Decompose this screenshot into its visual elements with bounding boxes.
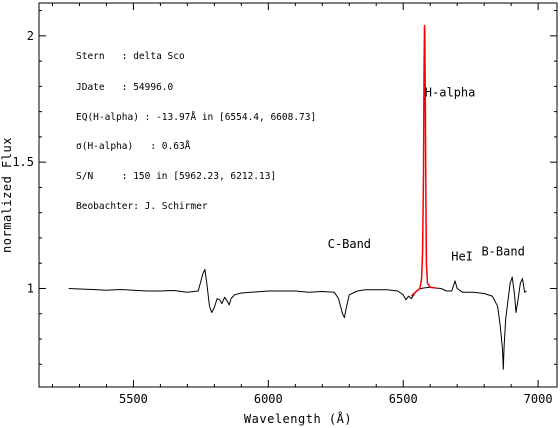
x-tick-label: 6000 [254,392,283,406]
annotation-b-band: B-Band [481,245,524,259]
x-tick-label: 5500 [119,392,148,406]
series-layer [68,24,527,370]
info-line-star: Stern : delta Sco [76,51,185,62]
annotation-c-band: C-Band [328,237,371,251]
x-axis-tick-labels: 5500 6000 6500 7000 [119,392,553,406]
x-tick-label: 7000 [524,392,553,406]
info-block: Stern : delta Sco JDate : 54996.0 EQ(H-a… [76,51,316,212]
x-axis-ticks [51,3,539,387]
h-alpha-line [410,24,436,297]
info-line-jdate: JDate : 54996.0 [76,82,174,93]
y-tick-label: 1 [27,281,34,295]
spectrum-line [68,269,527,370]
info-line-sn: S/N : 150 in [5962.23, 6212.13] [76,171,276,182]
info-line-sigma: σ(H-alpha) : 0.63Å [76,140,191,152]
y-axis-ticks [39,10,557,365]
info-line-eq: EQ(H-alpha) : -13.97Å in [6554.4, 6608.7… [76,111,316,123]
y-axis-label: normalized Flux [0,137,14,253]
annotation-h-alpha: H-alpha [425,85,476,99]
y-tick-label: 2 [27,29,34,43]
y-axis-tick-labels: 11.52 [12,29,34,296]
plot-frame [38,2,558,388]
annotation-hei: HeI [451,250,473,264]
annotation-layer: H-alpha C-Band HeI B-Band [328,85,525,263]
info-line-observer: Beobachter: J. Schirmer [76,201,208,212]
x-tick-label: 6500 [389,392,418,406]
y-tick-label: 1.5 [12,155,34,169]
x-axis-label: Wavelength (Å) [244,411,352,426]
